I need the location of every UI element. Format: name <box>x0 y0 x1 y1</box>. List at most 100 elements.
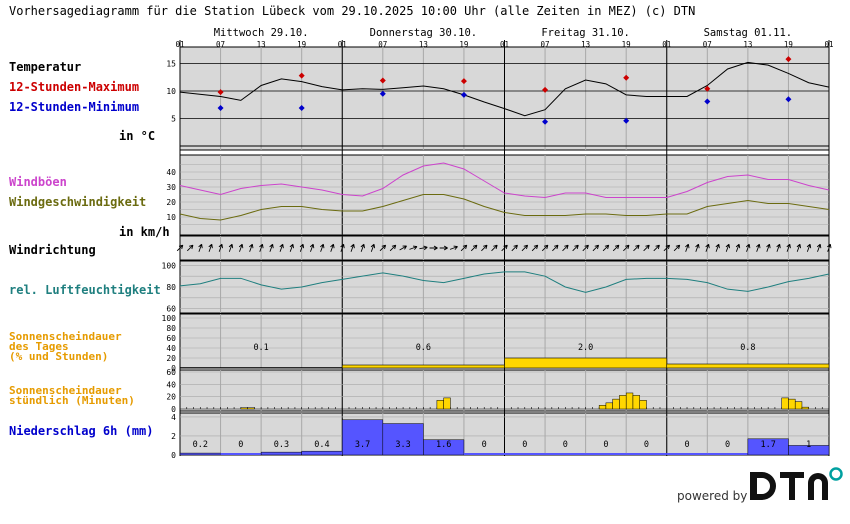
hour-tick-label: 07 <box>378 40 387 49</box>
sunshine-hourly-bar <box>801 406 809 410</box>
min-marker <box>623 117 630 124</box>
wind-arrow <box>419 245 428 251</box>
wind-arrow <box>409 245 418 250</box>
label-temperature: Temperatur <box>9 60 82 74</box>
label-wind-dir: Windrichtung <box>9 243 96 257</box>
wind-arrow <box>715 243 720 252</box>
wind-arrow <box>501 244 508 252</box>
label-min12: 12-Stunden-Minimum <box>9 100 140 114</box>
wind-arrow <box>725 243 731 252</box>
hum-ytick-label: 80 <box>166 283 176 292</box>
precip-value-label: 0 <box>725 440 730 450</box>
hour-tick-label: 01 <box>338 40 347 49</box>
precip-bar <box>423 439 465 456</box>
wind-arrow <box>643 244 650 252</box>
day-label: Donnerstag 30.10. <box>370 27 477 39</box>
min-marker <box>460 91 467 98</box>
wind-arrow <box>460 244 468 252</box>
wind-ytick-label: 40 <box>166 168 176 177</box>
humidity-line <box>179 271 830 293</box>
sunshine-hourly-bar <box>612 398 620 410</box>
wind-arrow <box>186 244 194 252</box>
sunshine-daily-bar <box>179 367 343 369</box>
wind-arrow <box>208 243 213 252</box>
hour-tick-label: 07 <box>216 40 225 49</box>
wind-arrow <box>623 244 630 252</box>
wind-arrow <box>360 243 365 252</box>
sunshine-hourly-bar <box>443 397 451 410</box>
min-marker <box>542 118 549 125</box>
hour-tick-label: 01 <box>175 40 184 49</box>
sunshine-hourly-bar <box>605 402 613 410</box>
wind-arrow <box>592 244 600 252</box>
wind-arrow <box>735 243 741 252</box>
hour-tick-label: 19 <box>459 40 468 49</box>
wind-arrow <box>228 243 234 252</box>
wind-arrow <box>673 244 681 252</box>
precip-bar <box>342 419 384 456</box>
wind-arrow <box>541 244 549 252</box>
wind-arrow <box>531 244 539 252</box>
temp-ytick-label: 10 <box>166 87 176 96</box>
temp-ytick-label: 5 <box>171 115 176 124</box>
wind-arrow <box>511 244 518 252</box>
hour-tick-label: 01 <box>824 40 833 49</box>
label-sun-day-3: (% und Stunden) <box>9 350 109 363</box>
wind-arrow <box>379 244 387 252</box>
min-marker <box>704 98 711 105</box>
wind-arrow <box>470 244 478 252</box>
max-marker <box>542 86 549 93</box>
max-marker <box>217 89 224 96</box>
wind-arrow <box>816 243 822 252</box>
precip-value-label: 0 <box>482 440 487 450</box>
sunshine-daily-label: 0.1 <box>253 343 268 353</box>
precip-bar <box>788 445 830 456</box>
label-sun-hour-1: Sonnenscheindauer <box>9 384 122 397</box>
sunday-ytick-label: 20 <box>166 354 176 363</box>
wind-arrow <box>439 245 448 251</box>
max-marker <box>704 85 711 92</box>
hour-tick-label: 01 <box>662 40 671 49</box>
day-label: Samstag 01.11. <box>704 27 793 39</box>
wind-arrow <box>299 243 305 252</box>
wind-arrow <box>198 243 203 252</box>
label-precip: Niederschlag 6h (mm) <box>9 424 154 438</box>
max-marker <box>379 77 386 84</box>
precip-value-label: 1.6 <box>436 440 451 450</box>
sunshine-hourly-bar <box>436 400 444 410</box>
temperature-line <box>179 61 830 117</box>
max-marker <box>785 56 792 63</box>
precip-value-label: 0.3 <box>274 440 289 450</box>
precip-value-label: 1 <box>806 440 811 450</box>
wind-arrow <box>582 244 589 252</box>
sunday-ytick-label: 100 <box>162 314 177 323</box>
sunshine-daily-label: 2.0 <box>578 343 593 353</box>
wind-arrow <box>633 244 640 252</box>
label-gusts: Windböen <box>9 175 67 189</box>
sunshine-hourly-bar <box>632 395 640 410</box>
dtn-logo <box>750 467 843 500</box>
wind-arrow <box>330 243 335 252</box>
hour-tick-label: 19 <box>297 40 306 49</box>
wind-arrow <box>663 244 671 252</box>
gusts-line <box>179 162 830 199</box>
wind-arrow <box>481 244 488 252</box>
wind-ytick-label: 10 <box>166 213 176 222</box>
sunshine-hourly-bar <box>619 395 627 410</box>
sunhour-ytick-label: 40 <box>166 380 176 389</box>
precip-ytick-label: 4 <box>171 413 176 422</box>
label-sun-day-1: Sonnenscheindauer <box>9 330 122 343</box>
sunshine-hourly-bar <box>781 397 789 410</box>
max-marker <box>623 74 630 81</box>
precip-value-label: 3.7 <box>355 440 370 450</box>
label-humidity: rel. Luftfeuchtigkeit <box>9 283 161 297</box>
day-label: Mittwoch 29.10. <box>214 27 309 39</box>
label-temp-unit: in °C <box>119 129 156 143</box>
wind-arrow <box>796 243 801 252</box>
wind-arrow <box>552 244 559 252</box>
day-label: Freitag 31.10. <box>541 27 630 39</box>
wind-arrow <box>218 243 223 252</box>
temp-ytick-label: 15 <box>166 60 176 69</box>
sunshine-daily-bar <box>341 364 505 369</box>
